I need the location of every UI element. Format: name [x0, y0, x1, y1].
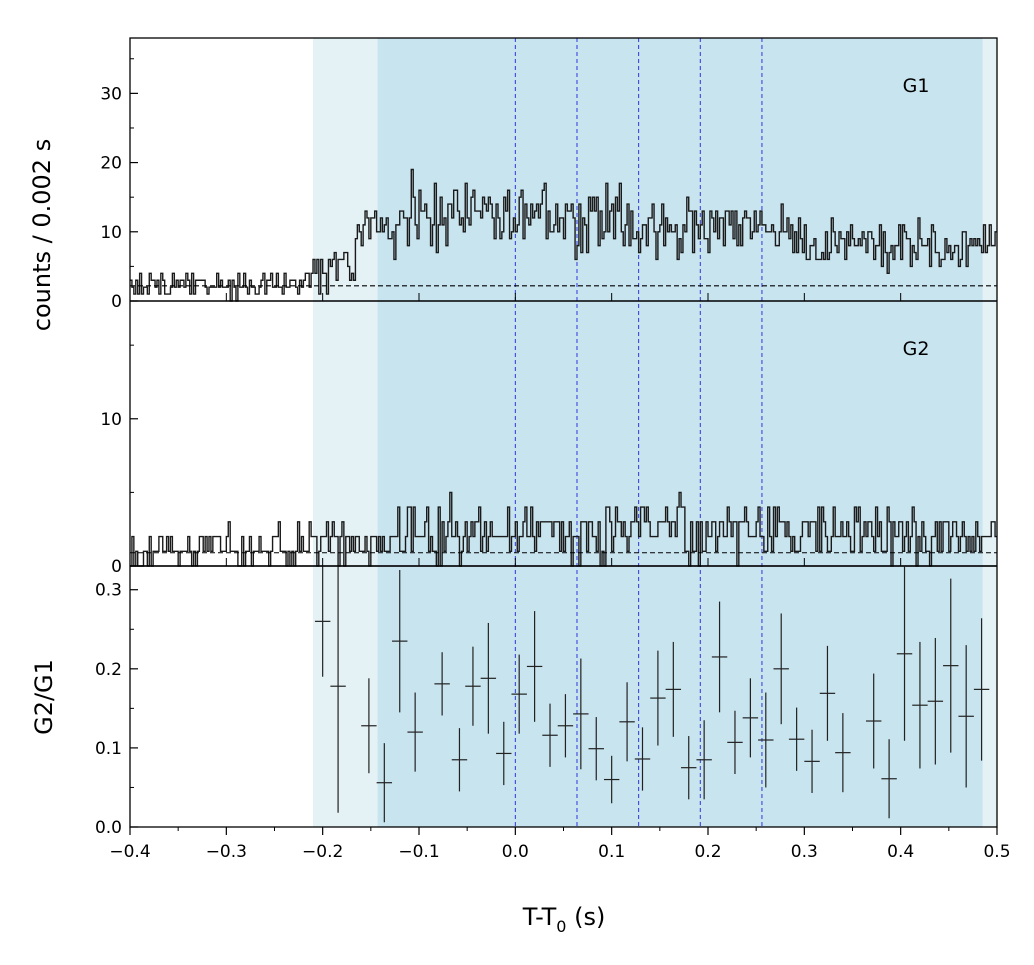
ratio-point: [542, 703, 558, 767]
y-tick-label-g2-0: 0: [111, 557, 122, 577]
ratio-point: [896, 566, 913, 741]
ratio-point: [865, 673, 882, 769]
ratio-point: [465, 646, 481, 726]
ratio-point: [681, 736, 697, 800]
ratio-point: [330, 566, 346, 813]
ratio-point: [696, 720, 712, 800]
ratio-point: [557, 694, 574, 758]
x-axis-label-unit: (s): [566, 903, 605, 931]
ratio-point: [958, 645, 974, 788]
ratio-point: [773, 613, 789, 725]
x-tick-label-9: 0.5: [983, 842, 1010, 862]
y-tick-label-ratio-1: 0.1: [95, 739, 122, 759]
ratio-point: [314, 566, 331, 677]
ratio-point: [665, 641, 682, 737]
ratio-point: [912, 641, 928, 769]
ratio-point: [511, 654, 527, 734]
ratio-point: [835, 713, 851, 793]
ratio-point: [711, 601, 728, 713]
ratio-point: [392, 569, 408, 713]
ratio-point: [480, 622, 497, 734]
ratio-point: [451, 728, 468, 792]
ratio-point: [603, 755, 620, 804]
y-tick-label-g2-1: 10: [100, 410, 122, 430]
ratio-point: [758, 692, 774, 788]
ratio-point: [496, 721, 512, 786]
y-tick-label-ratio-2: 0.2: [95, 660, 122, 680]
ratio-point: [943, 578, 959, 753]
x-tick-label-0: −0.4: [109, 842, 150, 862]
x-tick-label-7: 0.3: [791, 842, 818, 862]
y-tick-label-g1-1: 10: [100, 223, 122, 243]
x-tick-label-4: 0.0: [502, 842, 529, 862]
ratio-point: [788, 707, 805, 771]
ratio-point: [927, 637, 944, 765]
panel-label-g2: G2: [903, 338, 930, 360]
ratio-point: [619, 682, 635, 762]
x-tick-label-5: 0.1: [598, 842, 625, 862]
shaded-intervals: [313, 38, 997, 827]
x-axis-label-main: T-T: [522, 903, 557, 931]
ratio-point: [727, 710, 743, 775]
x-tick-label-1: −0.3: [206, 842, 247, 862]
ratio-point: [804, 729, 820, 793]
x-axis-label: T-T0 (s): [522, 903, 606, 936]
time-markers: [514, 38, 763, 827]
ratio-point: [588, 717, 604, 781]
ratio-point: [526, 611, 543, 722]
ratio-point: [573, 658, 589, 770]
ratio-point: [742, 678, 759, 758]
ratio-point: [650, 650, 666, 746]
ratio-point: [434, 652, 450, 716]
x-tick-label-2: −0.2: [302, 842, 343, 862]
x-tick-label-3: −0.1: [398, 842, 439, 862]
y-tick-label-ratio-3: 0.3: [95, 581, 122, 601]
y-tick-label-g1-0: 0: [111, 292, 122, 312]
ratio-point: [407, 692, 423, 772]
lightcurve-g1: [130, 168, 997, 302]
ratio-point: [361, 678, 377, 774]
ratio-point: [973, 618, 990, 761]
shaded-region-1: [377, 38, 983, 827]
y-axis-label-ratio: G2/G1: [30, 659, 58, 735]
x-tick-label-8: 0.4: [887, 842, 914, 862]
y-tick-label-ratio-0: 0.0: [95, 818, 122, 838]
ratio-point: [634, 727, 651, 791]
axes: 0 10 20 30 0 10 0.0 0.1 0.2 0.3 −0.4 −0.3 −0.2 −0.1 0.…: [95, 37, 1011, 862]
x-axis-label-subscript: 0: [556, 917, 566, 936]
y-tick-label-g1-2: 20: [100, 154, 122, 174]
panel-label-g1: G1: [903, 75, 930, 97]
ratio-point: [881, 739, 897, 819]
x-tick-label-6: 0.2: [694, 842, 721, 862]
y-axis-label-counts: counts / 0.002 s: [28, 139, 56, 331]
ratio-point: [819, 645, 836, 741]
ratio-point: [376, 743, 393, 823]
ratio-points: [314, 566, 990, 823]
y-tick-label-g1-3: 30: [100, 84, 122, 104]
